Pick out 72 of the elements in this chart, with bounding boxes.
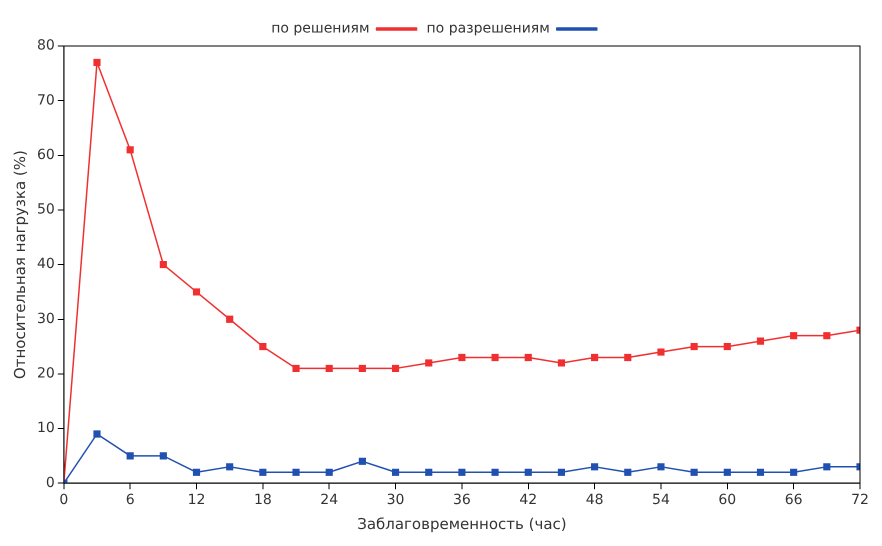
x-tick-label: 12 xyxy=(188,492,206,508)
y-tick-label: 0 xyxy=(46,474,55,491)
point xyxy=(292,364,300,372)
point xyxy=(458,354,466,362)
point xyxy=(425,468,432,476)
y-tick-label: 50 xyxy=(36,202,55,218)
point xyxy=(192,468,200,476)
point xyxy=(192,288,200,296)
legend-label: по разрешениям xyxy=(426,20,550,37)
point xyxy=(724,342,731,350)
y-tick-label: 70 xyxy=(36,92,55,108)
point xyxy=(259,468,266,476)
x-tick-label: 42 xyxy=(519,492,538,508)
point xyxy=(524,468,532,476)
point xyxy=(358,458,366,465)
point xyxy=(624,468,632,476)
point xyxy=(326,468,333,476)
point xyxy=(93,430,101,438)
point xyxy=(690,468,698,476)
point xyxy=(126,452,134,460)
y-tick-label: 40 xyxy=(36,256,55,272)
x-tick-label: 30 xyxy=(386,492,404,508)
y-tick-label: 20 xyxy=(36,366,55,382)
point xyxy=(93,58,101,66)
point xyxy=(790,468,798,476)
y-tick-label: 30 xyxy=(36,310,55,327)
point xyxy=(657,348,665,356)
point xyxy=(558,468,566,476)
point xyxy=(756,468,764,476)
x-tick-label: 36 xyxy=(452,492,471,508)
point xyxy=(425,359,432,367)
x-axis-title: Заблаговременность (час) xyxy=(357,514,567,533)
point xyxy=(392,468,400,476)
x-tick-label: 48 xyxy=(586,492,604,508)
point xyxy=(292,468,300,476)
point xyxy=(458,468,466,476)
y-tick-label: 60 xyxy=(36,146,55,163)
point xyxy=(756,338,764,345)
point xyxy=(160,261,167,268)
point xyxy=(624,354,632,362)
y-tick-label: 80 xyxy=(36,38,55,54)
x-tick-label: 18 xyxy=(254,492,272,508)
point xyxy=(226,463,234,470)
x-tick-label: 60 xyxy=(718,492,736,508)
point xyxy=(492,468,499,476)
point xyxy=(358,364,366,372)
point xyxy=(591,463,598,470)
point xyxy=(591,354,598,362)
point xyxy=(823,332,830,340)
x-tick-label: 24 xyxy=(320,492,338,508)
legend-label: по решениям xyxy=(271,20,370,37)
point xyxy=(524,354,532,362)
y-tick-label: 10 xyxy=(36,420,55,436)
x-tick-label: 66 xyxy=(784,492,803,508)
point xyxy=(326,364,333,372)
x-tick-label: 6 xyxy=(126,492,135,508)
x-tick-label: 54 xyxy=(652,492,670,508)
point xyxy=(259,342,266,350)
point xyxy=(492,354,499,362)
point xyxy=(126,146,134,154)
point xyxy=(392,364,400,372)
point xyxy=(657,463,665,470)
point xyxy=(558,359,566,367)
point xyxy=(160,452,167,460)
x-tick-label: 0 xyxy=(59,492,68,508)
point xyxy=(226,316,234,323)
point xyxy=(823,463,830,470)
y-axis-title: Относительная нагрузка (%) xyxy=(10,150,29,380)
point xyxy=(690,342,698,350)
x-tick-label: 72 xyxy=(851,492,869,508)
point xyxy=(724,468,731,476)
point xyxy=(790,332,798,340)
